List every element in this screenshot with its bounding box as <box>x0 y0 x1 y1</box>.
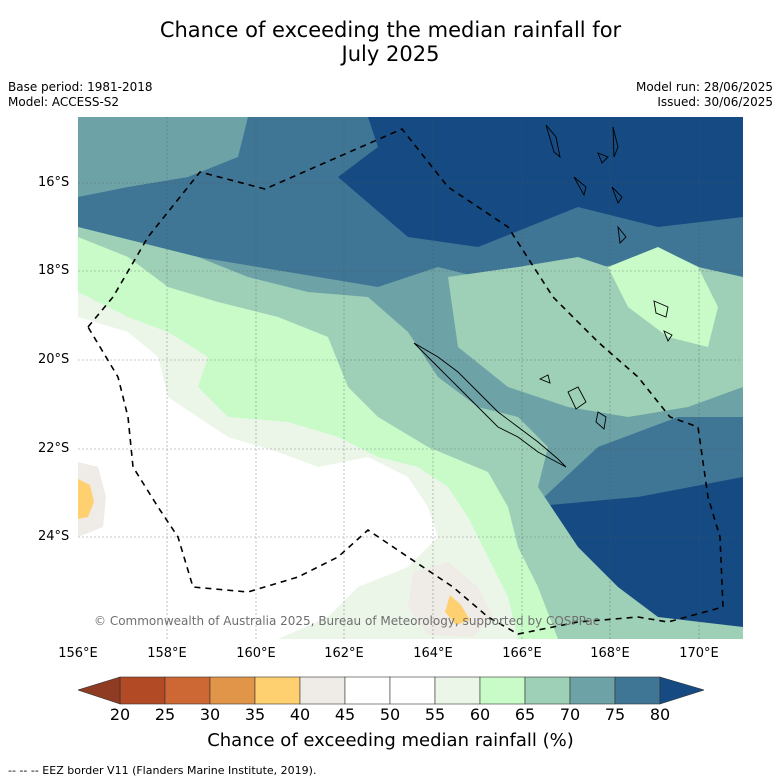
base-period-text: Base period: 1981-2018 <box>8 80 153 94</box>
rainfall-map <box>78 117 743 639</box>
model-run-text: Model run: 28/06/2025 <box>635 80 773 94</box>
lon-label-168e: 168°E <box>590 646 630 661</box>
colorbar-cell <box>164 676 211 705</box>
colorbar-tick-label: 65 <box>514 705 536 724</box>
lon-label-164e: 164°E <box>413 646 453 661</box>
lon-label-162e: 162°E <box>324 646 364 661</box>
title-line-1: Chance of exceeding the median rainfall … <box>159 18 622 42</box>
colorbar-tick-label: 30 <box>199 705 221 724</box>
vanuatu-coast <box>545 124 673 342</box>
lon-label-160e: 160°E <box>236 646 276 661</box>
base-period-info: Base period: 1981-2018 Model: ACCESS-S2 <box>8 80 153 110</box>
colorbar-tick-label: 45 <box>334 705 356 724</box>
issued-text: Issued: 30/06/2025 <box>657 95 773 109</box>
copyright-notice: © Commonwealth of Australia 2025, Bureau… <box>94 614 600 628</box>
colorbar-cell <box>524 676 571 705</box>
colorbar-tick-label: 25 <box>154 705 176 724</box>
issue-info: Model run: 28/06/2025 Issued: 30/06/2025 <box>636 80 773 110</box>
lat-label-24s: 24°S <box>38 529 70 544</box>
colorbar-tick-label: 60 <box>469 705 491 724</box>
colorbar-cells <box>119 676 661 705</box>
lat-label-22s: 22°S <box>38 441 70 456</box>
lon-label-166e: 166°E <box>502 646 542 661</box>
colorbar-cell <box>299 676 346 705</box>
colorbar-cell <box>434 676 481 705</box>
colorbar-tick-label: 70 <box>559 705 581 724</box>
lat-label-20s: 20°S <box>38 352 70 367</box>
colorbar-tick-label: 20 <box>109 705 131 724</box>
zone-45-55 <box>78 317 438 639</box>
colorbar-cell <box>389 676 436 705</box>
colorbar-tick-label: 35 <box>244 705 266 724</box>
lon-label-158e: 158°E <box>147 646 187 661</box>
colorbar <box>78 676 704 705</box>
lon-label-156e: 156°E <box>58 646 98 661</box>
coastlines <box>413 124 673 468</box>
colorbar-tick-label: 50 <box>379 705 401 724</box>
map-svg <box>78 117 743 639</box>
lat-label-18s: 18°S <box>38 263 70 278</box>
colorbar-tick-label: 80 <box>649 705 671 724</box>
lon-label-170e: 170°E <box>679 646 719 661</box>
loyalty-islands-coast <box>538 374 607 430</box>
colorbar-cell <box>569 676 616 705</box>
colorbar-cell <box>479 676 526 705</box>
colorbar-tick-label: 40 <box>289 705 311 724</box>
colorbar-cell <box>344 676 391 705</box>
model-text: Model: ACCESS-S2 <box>8 95 120 109</box>
colorbar-low-extend <box>78 676 121 705</box>
colorbar-high-extend <box>659 676 704 705</box>
colorbar-title: Chance of exceeding median rainfall (%) <box>207 730 574 751</box>
eez-footnote: -- -- -- EEZ border V11 (Flanders Marine… <box>8 764 317 777</box>
colorbar-tick-label: 55 <box>424 705 446 724</box>
title-line-2: July 2025 <box>341 42 440 66</box>
map-title: Chance of exceeding the median rainfall … <box>0 18 781 66</box>
colorbar-cell <box>614 676 661 705</box>
eez-border <box>87 128 724 635</box>
colorbar-cell <box>209 676 256 705</box>
colorbar-tick-label: 75 <box>604 705 626 724</box>
graticule <box>78 117 743 639</box>
colorbar-cell <box>119 676 166 705</box>
new-caledonia-coast <box>413 342 567 468</box>
lat-label-16s: 16°S <box>38 175 70 190</box>
colorbar-cell <box>254 676 301 705</box>
